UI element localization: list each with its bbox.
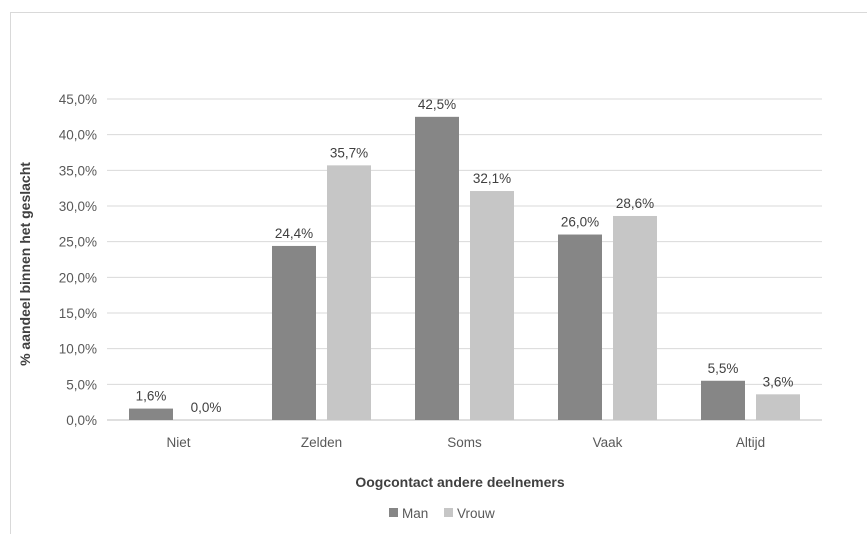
legend: Man Vrouw	[389, 506, 495, 521]
bar-man-vaak	[558, 234, 602, 420]
bar-vrouw-zelden	[327, 165, 371, 420]
x-axis-title: Oogcontact andere deelnemers	[355, 474, 565, 490]
x-tick-label: Niet	[166, 435, 190, 450]
y-axis-title: % aandeel binnen het geslacht	[17, 162, 33, 366]
bars	[129, 116, 800, 420]
y-tick-label: 20,0%	[59, 270, 97, 285]
data-label: 42,5%	[418, 97, 456, 112]
x-tick-label: Soms	[447, 435, 482, 450]
y-tick-label: 35,0%	[59, 163, 97, 178]
y-tick-label: 25,0%	[59, 235, 97, 250]
y-tick-label: 40,0%	[59, 128, 97, 143]
data-label: 26,0%	[561, 215, 599, 230]
y-axis-ticks: 0,0% 5,0% 10,0% 15,0% 20,0% 25,0% 30,0% 35,0% 40…	[59, 92, 97, 428]
data-labels: 1,6% 0,0% 24,4% 35,7% 42,5% 32,1% 26,0% 28,6% 5,…	[136, 97, 794, 415]
data-label: 28,6%	[616, 196, 654, 211]
y-tick-label: 45,0%	[59, 92, 97, 107]
x-tick-label: Altijd	[736, 435, 765, 450]
x-axis-ticks: Niet Zelden Soms Vaak Altijd	[166, 435, 765, 450]
y-tick-label: 15,0%	[59, 306, 97, 321]
legend-label-man: Man	[402, 506, 428, 521]
legend-swatch-man	[389, 508, 398, 517]
data-label: 32,1%	[473, 171, 511, 186]
bar-vrouw-vaak	[613, 215, 657, 420]
data-label: 5,5%	[708, 361, 739, 376]
x-tick-label: Vaak	[593, 435, 623, 450]
data-label: 24,4%	[275, 226, 313, 241]
legend-label-vrouw: Vrouw	[457, 506, 495, 521]
data-label: 35,7%	[330, 145, 368, 160]
bar-vrouw-altijd	[756, 394, 800, 420]
legend-swatch-vrouw	[444, 508, 453, 517]
bar-vrouw-soms	[470, 191, 514, 420]
y-tick-label: 0,0%	[66, 413, 97, 428]
data-label: 0,0%	[191, 400, 222, 415]
data-label: 3,6%	[763, 374, 794, 389]
bar-man-zelden	[272, 245, 316, 420]
data-label: 1,6%	[136, 389, 167, 404]
y-tick-label: 5,0%	[66, 377, 97, 392]
y-tick-label: 30,0%	[59, 199, 97, 214]
bar-man-niet	[129, 408, 173, 420]
bar-man-soms	[415, 116, 459, 420]
y-tick-label: 10,0%	[59, 342, 97, 357]
bar-man-altijd	[701, 380, 745, 420]
x-tick-label: Zelden	[301, 435, 342, 450]
